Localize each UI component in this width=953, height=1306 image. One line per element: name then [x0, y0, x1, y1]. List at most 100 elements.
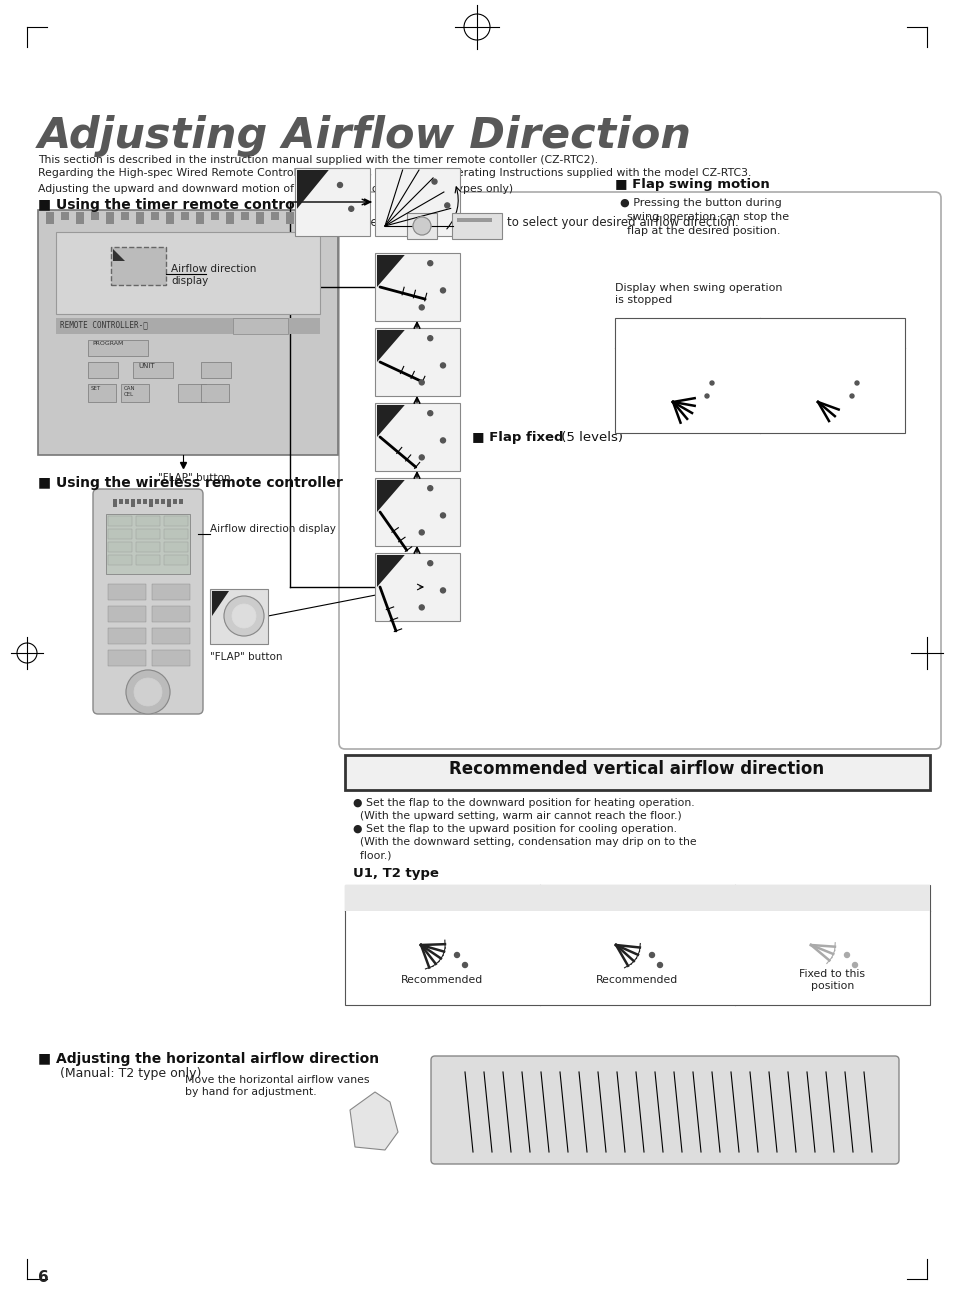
Text: UNIT: UNIT [138, 363, 154, 370]
Circle shape [849, 394, 853, 398]
Circle shape [427, 486, 433, 491]
Text: Recommended vertical airflow direction: Recommended vertical airflow direction [449, 760, 823, 778]
Bar [132, 362, 172, 377]
Bar [152, 650, 190, 666]
Circle shape [349, 206, 354, 212]
Bar [121, 384, 149, 402]
Circle shape [440, 287, 445, 293]
FancyBboxPatch shape [338, 192, 940, 750]
Bar [456, 218, 492, 222]
Bar [108, 555, 132, 565]
Text: COOL / DRY: COOL / DRY [599, 889, 675, 902]
Text: "FLAP" button: "FLAP" button [210, 652, 282, 662]
Text: (With the upward setting, warm air cannot reach the floor.): (With the upward setting, warm air canno… [353, 811, 681, 821]
Bar [136, 555, 160, 565]
Circle shape [709, 381, 713, 385]
Bar [375, 253, 459, 321]
Bar [108, 529, 132, 539]
Bar [154, 499, 159, 504]
Bar [108, 606, 146, 622]
Circle shape [224, 596, 264, 636]
Text: 6: 6 [38, 1269, 49, 1285]
Bar [143, 499, 147, 504]
Circle shape [133, 678, 162, 707]
Bar [375, 404, 459, 471]
Bar [108, 628, 146, 644]
Bar [108, 516, 132, 526]
Circle shape [427, 410, 433, 415]
Circle shape [413, 217, 431, 235]
Text: Recommended: Recommended [401, 976, 483, 985]
Bar [137, 499, 141, 504]
Text: "FLAP" button: "FLAP" button [158, 473, 231, 483]
Text: (With the downward setting, condensation may drip on to the: (With the downward setting, condensation… [353, 837, 696, 848]
FancyBboxPatch shape [431, 1057, 898, 1164]
Text: ■ Flap swing motion: ■ Flap swing motion [615, 178, 769, 191]
Text: ● Set the flap to the downward position for heating operation.: ● Set the flap to the downward position … [353, 798, 694, 808]
Bar [345, 755, 929, 790]
Bar [210, 589, 268, 644]
Text: This section is described in the instruction manual supplied with the timer remo: This section is described in the instruc… [38, 155, 598, 165]
Bar [301, 212, 309, 219]
Bar [407, 213, 436, 239]
Circle shape [854, 381, 858, 385]
Bar [172, 499, 177, 504]
Text: ● Set the flap to the upward position for cooling operation.: ● Set the flap to the upward position fo… [353, 824, 677, 835]
Bar [286, 212, 294, 225]
Polygon shape [376, 255, 404, 287]
Text: floor.): floor.) [353, 850, 391, 859]
Bar [164, 555, 188, 565]
Text: to select your desired airflow direction.: to select your desired airflow direction… [506, 215, 738, 229]
Circle shape [657, 963, 661, 968]
Polygon shape [212, 592, 229, 616]
Circle shape [444, 202, 449, 208]
Bar [152, 606, 190, 622]
Bar [201, 384, 229, 402]
Circle shape [427, 336, 433, 341]
Bar [195, 212, 204, 225]
Bar [106, 515, 190, 575]
Bar [166, 212, 173, 225]
Circle shape [427, 261, 433, 265]
Bar [271, 212, 278, 219]
Bar [112, 499, 117, 507]
Text: Press: Press [359, 215, 391, 229]
Polygon shape [376, 330, 404, 362]
Bar [375, 328, 459, 396]
Bar [167, 499, 171, 507]
Bar [375, 478, 459, 546]
Circle shape [649, 952, 654, 957]
Bar [178, 384, 206, 402]
Bar [294, 168, 370, 236]
Bar [106, 212, 113, 225]
FancyBboxPatch shape [92, 488, 203, 714]
Text: (5 levels): (5 levels) [660, 406, 712, 417]
Text: Cooling and
drying: Cooling and drying [798, 323, 864, 345]
Polygon shape [296, 170, 329, 209]
Text: REMOTE CONTROLLER-①: REMOTE CONTROLLER-① [60, 320, 148, 329]
Circle shape [418, 304, 424, 310]
Bar [91, 212, 99, 219]
Circle shape [418, 454, 424, 460]
Bar [108, 650, 146, 666]
Bar [136, 542, 160, 552]
Bar [452, 213, 501, 239]
Circle shape [440, 363, 445, 368]
Circle shape [337, 183, 342, 188]
Bar [164, 516, 188, 526]
Polygon shape [376, 405, 404, 438]
Circle shape [432, 179, 436, 184]
Bar [131, 499, 135, 507]
Bar [88, 384, 116, 402]
Text: (3 levels): (3 levels) [805, 406, 857, 417]
Bar [233, 317, 288, 334]
Bar [181, 212, 189, 219]
Bar [161, 499, 165, 504]
Text: Display when swing operation
is stopped: Display when swing operation is stopped [615, 283, 781, 304]
Bar [88, 340, 148, 357]
Bar [201, 362, 231, 377]
Circle shape [427, 560, 433, 565]
Bar [121, 212, 129, 219]
Bar [108, 584, 146, 599]
Text: ■ Flap fixed: ■ Flap fixed [472, 431, 563, 444]
